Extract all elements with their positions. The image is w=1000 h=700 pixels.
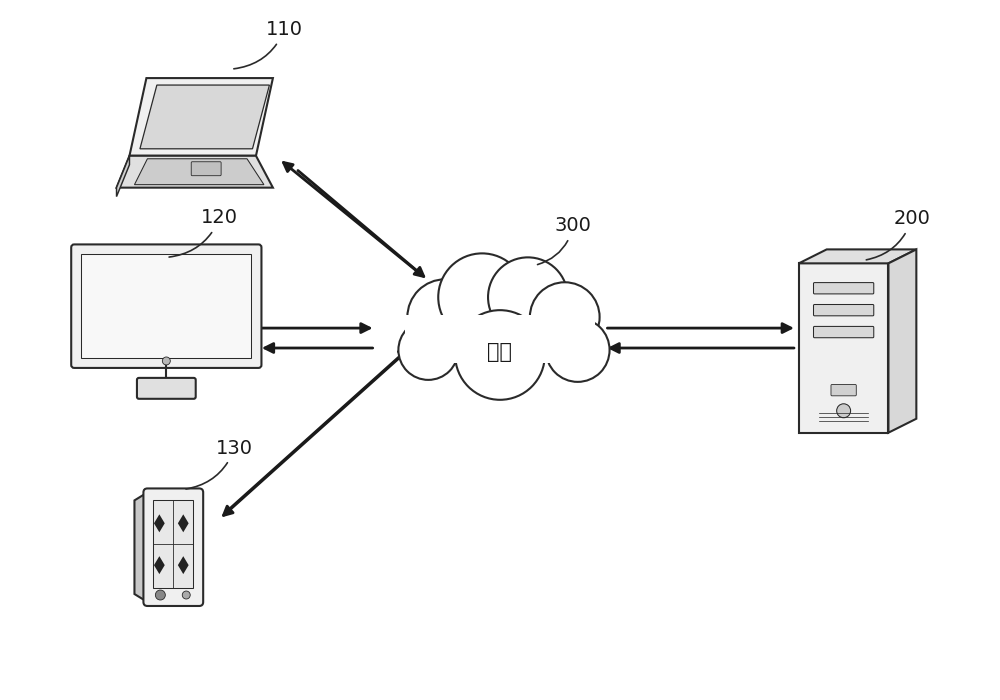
Circle shape [155,590,165,600]
Circle shape [488,258,568,337]
Polygon shape [134,492,147,602]
Circle shape [546,318,610,382]
FancyBboxPatch shape [71,244,261,368]
FancyBboxPatch shape [191,162,221,176]
Polygon shape [140,85,269,149]
Circle shape [398,320,458,380]
Polygon shape [390,290,610,375]
Text: 300: 300 [538,216,592,265]
Circle shape [438,253,526,341]
Circle shape [162,357,170,365]
Polygon shape [153,500,193,588]
Text: 110: 110 [234,20,303,69]
Polygon shape [178,514,189,532]
Polygon shape [178,556,189,574]
Polygon shape [117,156,273,188]
Text: 200: 200 [866,209,930,260]
Circle shape [182,591,190,599]
Text: 网络: 网络 [488,342,512,362]
Polygon shape [154,514,165,532]
Polygon shape [799,263,888,433]
Text: 120: 120 [169,209,238,257]
Polygon shape [405,315,595,363]
Polygon shape [81,254,251,358]
Circle shape [455,310,545,400]
FancyBboxPatch shape [831,384,856,395]
Polygon shape [154,556,165,574]
Polygon shape [129,78,273,156]
Polygon shape [117,156,129,197]
FancyBboxPatch shape [814,283,874,294]
Circle shape [530,282,600,352]
Text: 130: 130 [186,439,253,489]
FancyBboxPatch shape [814,304,874,316]
Circle shape [837,404,851,418]
Circle shape [407,279,483,355]
FancyBboxPatch shape [814,326,874,337]
FancyBboxPatch shape [143,489,203,606]
Polygon shape [799,249,916,263]
Polygon shape [888,249,916,433]
Polygon shape [134,159,264,185]
FancyBboxPatch shape [137,378,196,399]
